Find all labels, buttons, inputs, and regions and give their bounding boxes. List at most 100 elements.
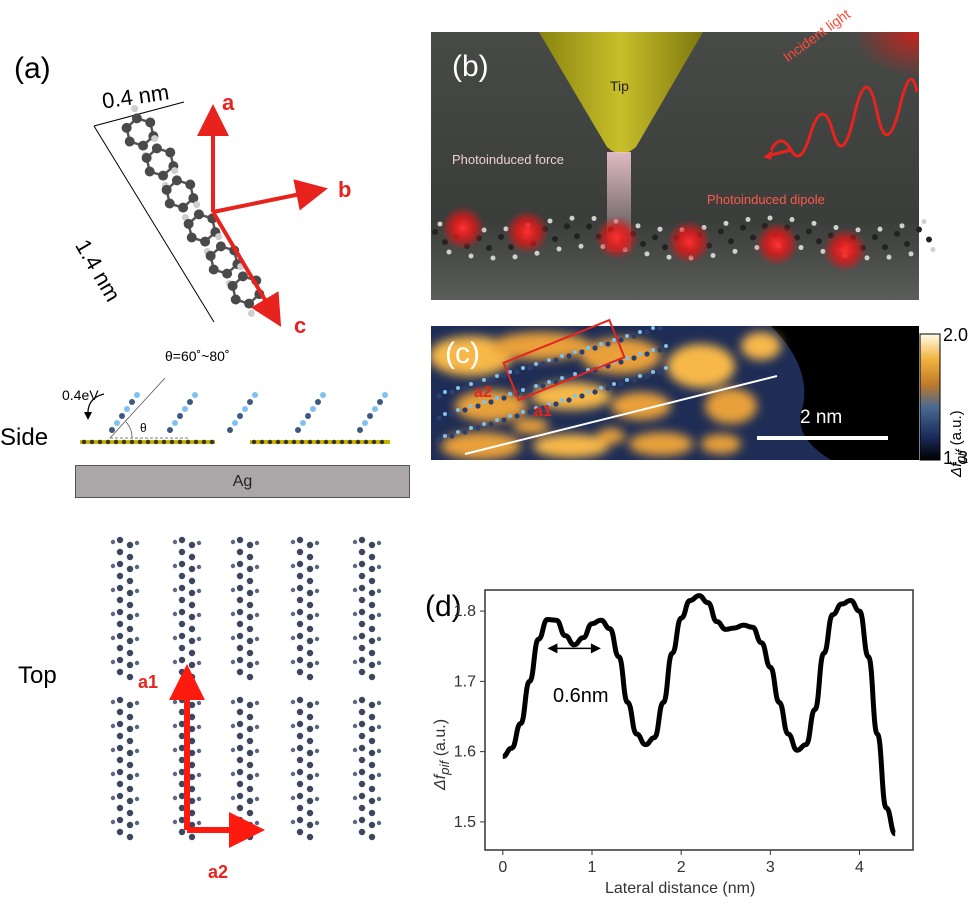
side-molecule-atom: [227, 427, 233, 433]
top-molecule-atom: [306, 701, 314, 709]
top-molecule-atom: [306, 673, 314, 681]
b-molecule-atom: [586, 223, 592, 230]
top-molecule-atom: [126, 541, 134, 549]
top-molecule-atom: [236, 620, 244, 628]
top-molecule-atom: [296, 708, 304, 716]
c-molecule-atom: [475, 403, 481, 409]
top-hydrogen-atom: [314, 636, 320, 642]
top-molecule-atom: [358, 644, 366, 652]
ag-atom: [371, 439, 377, 445]
top-molecule-atom: [296, 596, 304, 604]
ag-atom: [267, 439, 273, 445]
map-blob: [705, 388, 757, 424]
y-tick-label: 1.5: [454, 814, 476, 831]
top-hydrogen-atom: [314, 588, 320, 594]
line-chart: 0 1 2 3 4 1.5 1.6 1.7 1.8: [454, 589, 914, 876]
side-molecule-atom: [320, 392, 326, 398]
top-molecule-atom: [368, 661, 376, 669]
b-hydrogen-atom: [666, 254, 672, 260]
side-molecule-atom: [247, 399, 253, 405]
b-molecule-atom: [662, 244, 668, 251]
top-hydrogen-atom: [290, 771, 296, 777]
b-hydrogen-atom: [644, 251, 650, 257]
top-hydrogen-atom: [134, 612, 140, 618]
map-blob: [531, 382, 611, 410]
map-blob: [513, 418, 549, 434]
top-molecule-atom: [246, 761, 254, 769]
ag-substrate: Ag: [75, 465, 410, 498]
top-molecule-atom: [246, 589, 254, 597]
c-hydrogen-atom: [625, 356, 629, 360]
top-molecule-atom: [178, 708, 186, 716]
c-molecule-atom: [501, 373, 507, 379]
ag-atom: [113, 439, 119, 445]
top-hydrogen-atom: [314, 748, 320, 754]
top-molecule-atom: [296, 804, 304, 812]
ag-atom: [129, 439, 135, 445]
carbon-atom: [215, 241, 226, 252]
c-a1-label: a1: [534, 403, 552, 420]
ag-atom: [259, 439, 265, 445]
c-molecule-atom: [540, 383, 546, 389]
top-hydrogen-atom: [134, 588, 140, 594]
top-hydrogen-atom: [290, 747, 296, 753]
top-molecule-atom: [368, 737, 376, 745]
top-molecule-atom: [368, 833, 376, 841]
c-hydrogen-atom: [651, 326, 655, 330]
top-hydrogen-atom: [196, 796, 202, 802]
c-hydrogen-atom: [469, 382, 473, 386]
series-line: [502, 593, 898, 837]
c-hydrogen-atom: [456, 430, 460, 434]
c-hydrogen-atom: [612, 338, 616, 342]
top-hydrogen-atom: [110, 587, 116, 593]
top-hydrogen-atom: [352, 819, 358, 825]
c-molecule-atom: [527, 365, 533, 371]
top-molecule-atom: [116, 756, 124, 764]
top-molecule-atom: [188, 713, 196, 721]
top-molecule-atom: [246, 701, 254, 709]
c-molecule-atom: [501, 395, 507, 401]
c-hydrogen-atom: [664, 344, 668, 348]
top-molecule-atom: [368, 589, 376, 597]
top-molecule-atom: [188, 749, 196, 757]
top-molecule-atom: [116, 536, 124, 544]
top-molecule-atom: [246, 553, 254, 561]
top-molecule-atom: [358, 632, 366, 640]
b-hydrogen-atom: [591, 216, 597, 222]
c-hydrogen-atom: [573, 372, 577, 376]
top-hydrogen-atom: [172, 635, 178, 641]
carbon-atom: [141, 152, 152, 163]
top-hydrogen-atom: [172, 819, 178, 825]
c-molecule-atom: [618, 381, 624, 387]
top-molecule-atom: [236, 584, 244, 592]
c-molecule-atom: [618, 359, 624, 365]
top-molecule-atom: [296, 720, 304, 728]
c-hydrogen-atom: [508, 370, 512, 374]
top-molecule-atom: [188, 797, 196, 805]
c-hydrogen-atom: [638, 374, 642, 378]
c-hydrogen-atom: [586, 390, 590, 394]
top-molecule-atom: [236, 732, 244, 740]
cbar-title-unit: (a.u.): [948, 410, 965, 450]
c-hydrogen-atom: [547, 402, 551, 406]
top-molecule-atom: [116, 596, 124, 604]
top-molecule-atom: [126, 637, 134, 645]
top-hydrogen-atom: [290, 587, 296, 593]
top-hydrogen-atom: [376, 724, 382, 730]
side-molecule-atom: [242, 406, 248, 412]
top-hydrogen-atom: [352, 795, 358, 801]
top-molecule-atom: [188, 637, 196, 645]
top-molecule-atom: [246, 809, 254, 817]
carbon-atom: [144, 166, 155, 177]
c-molecule-atom: [475, 425, 481, 431]
top-molecule-atom: [178, 816, 186, 824]
ag-atom: [379, 439, 385, 445]
b-molecule-atom: [916, 226, 922, 233]
b-molecule-atom: [904, 240, 910, 247]
top-molecule-atom: [246, 577, 254, 585]
top-molecule-atom: [116, 804, 124, 812]
c-molecule-atom: [488, 421, 494, 427]
b-molecule-atom: [816, 238, 822, 245]
photoinduced-force-label: Photoinduced force: [452, 152, 565, 167]
top-molecule-atom: [306, 577, 314, 585]
